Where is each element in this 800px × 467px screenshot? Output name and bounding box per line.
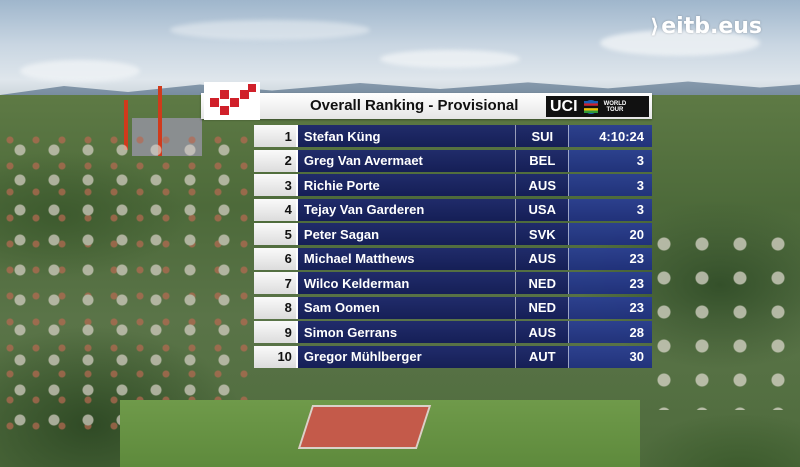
nation-cell: USA [515,198,569,221]
rainbow-stripes-icon [583,99,598,114]
ranking-title: Overall Ranking - Provisional [310,97,519,114]
rider-name-cell: Wilco Kelderman [295,272,516,295]
ranking-row: 10 Gregor Mühlberger AUT 30 [254,345,652,370]
position-cell: 3 [254,174,296,197]
running-track [297,405,432,449]
nation-cell: SUI [515,125,569,148]
rider-name-cell: Tejay Van Garderen [295,198,516,221]
nation-cell: NED [515,296,569,319]
broadcaster-logo-text: eitb.eus [661,14,762,39]
cloud [170,20,370,40]
crane [124,100,128,150]
houses-left [0,130,250,430]
time-cell: 28 [568,321,652,344]
rider-name-cell: Peter Sagan [295,223,516,246]
ranking-table: 1 Stefan Küng SUI 4:10:24 2 Greg Van Ave… [254,124,652,369]
time-cell: 3 [568,149,652,172]
position-cell: 8 [254,296,296,319]
nation-cell: NED [515,272,569,295]
time-cell: 3 [568,198,652,221]
position-cell: 10 [254,345,296,368]
position-cell: 9 [254,321,296,344]
world-tour-label: WORLD TOUR [604,101,627,113]
nation-cell: AUS [515,174,569,197]
ranking-row: 7 Wilco Kelderman NED 23 [254,271,652,296]
houses-right [650,230,800,410]
position-cell: 4 [254,198,296,221]
time-cell: 23 [568,296,652,319]
nation-cell: AUS [515,247,569,270]
nation-cell: AUT [515,345,569,368]
rider-name-cell: Michael Matthews [295,247,516,270]
rider-name-cell: Sam Oomen [295,296,516,319]
time-cell: 4:10:24 [568,125,652,148]
rider-name-cell: Greg Van Avermaet [295,149,516,172]
world-tour-line2: TOUR [606,106,624,113]
cloud [20,60,140,82]
position-cell: 1 [254,125,296,148]
ranking-row: 3 Richie Porte AUS 3 [254,173,652,198]
time-cell: 20 [568,223,652,246]
tour-logo-icon [204,82,260,120]
rider-name-cell: Richie Porte [295,174,516,197]
world-tour-line1: WORLD [603,100,627,107]
ranking-row: 8 Sam Oomen NED 23 [254,296,652,321]
position-cell: 7 [254,272,296,295]
ranking-row: 9 Simon Gerrans AUS 28 [254,320,652,345]
rider-name-cell: Simon Gerrans [295,321,516,344]
ranking-row: 4 Tejay Van Garderen USA 3 [254,198,652,223]
position-cell: 5 [254,223,296,246]
time-cell: 3 [568,174,652,197]
crane [158,86,162,156]
cloud [600,30,760,56]
eitb-swoosh-icon: ⟩ [650,14,660,38]
uci-text: UCI [550,97,578,115]
broadcaster-logo: ⟩eitb.eus [650,14,762,39]
ranking-row: 5 Peter Sagan SVK 20 [254,222,652,247]
nation-cell: AUS [515,321,569,344]
rider-name-cell: Stefan Küng [295,125,516,148]
ranking-row: 1 Stefan Küng SUI 4:10:24 [254,124,652,149]
ranking-row: 6 Michael Matthews AUS 23 [254,247,652,272]
nation-cell: SVK [515,223,569,246]
uci-world-tour-logo: UCI WORLD TOUR [546,96,649,117]
cloud [380,50,520,68]
time-cell: 23 [568,272,652,295]
position-cell: 2 [254,149,296,172]
nation-cell: BEL [515,149,569,172]
time-cell: 23 [568,247,652,270]
rider-name-cell: Gregor Mühlberger [295,345,516,368]
time-cell: 30 [568,345,652,368]
position-cell: 6 [254,247,296,270]
ranking-row: 2 Greg Van Avermaet BEL 3 [254,149,652,174]
